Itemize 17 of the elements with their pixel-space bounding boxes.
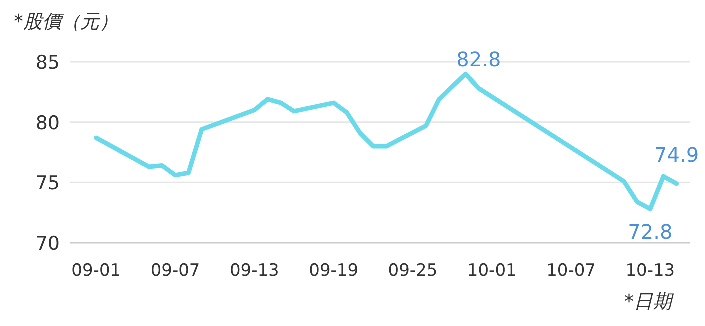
x-tick-label: 09-07 xyxy=(150,261,200,281)
x-axis-title: *日期 xyxy=(624,291,675,313)
data-label: 72.8 xyxy=(628,220,673,244)
y-tick-label: 80 xyxy=(36,112,60,134)
y-tick-label: 85 xyxy=(36,52,60,74)
data-label: 82.8 xyxy=(456,48,502,72)
y-tick-label: 70 xyxy=(36,233,60,255)
y-tick-label: 75 xyxy=(36,172,60,195)
x-tick-label: 09-13 xyxy=(230,261,280,281)
x-tick-label: 09-25 xyxy=(388,261,438,281)
x-tick-label: 10-07 xyxy=(546,261,596,281)
x-tick-label: 10-01 xyxy=(467,261,517,281)
y-axis-title: *股價（元） xyxy=(14,11,118,33)
x-tick-label: 09-19 xyxy=(309,261,359,281)
x-tick-label: 09-01 xyxy=(72,261,122,281)
data-label: 74.9 xyxy=(654,142,700,167)
x-tick-label: 10-13 xyxy=(626,261,676,281)
